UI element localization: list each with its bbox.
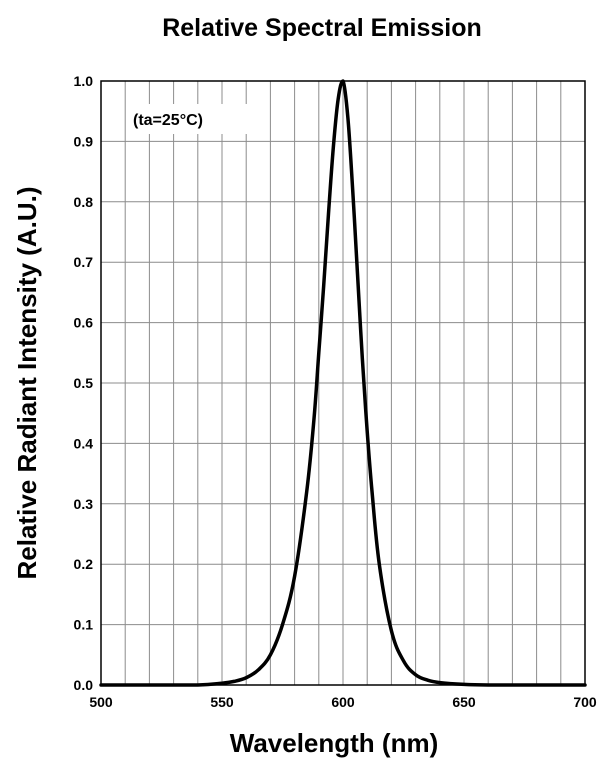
plot-grid [100,80,586,686]
series-group [99,79,587,687]
y-tick-label: 0.2 [74,556,94,572]
temperature-annotation: (ta=25°C) [133,112,203,129]
annotation-bg [126,104,254,134]
y-tick-label: 0.1 [74,617,94,633]
x-tick-label: 550 [210,694,234,710]
y-tick-label: 0.5 [74,375,94,391]
y-tick-label: 0.6 [74,315,94,331]
y-tick-labels: 0.0 0.1 0.2 0.3 0.4 0.5 0.6 0.7 0.8 0.9 1.0 [74,73,94,693]
x-tick-labels: 500 550 600 650 700 [89,694,597,710]
x-tick-label: 500 [89,694,113,710]
x-axis-label: Wavelength (nm) [230,728,438,758]
plot-frame [100,80,586,686]
y-tick-label: 0.0 [74,677,94,693]
y-tick-label: 0.7 [74,254,94,270]
y-axis-label: Relative Radiant Intensity (A.U.) [12,187,42,580]
y-tick-label: 0.3 [74,496,94,512]
emission-curve [99,79,587,687]
x-tick-label: 600 [331,694,355,710]
y-tick-label: 0.8 [74,194,94,210]
y-tick-label: 1.0 [74,73,94,89]
x-tick-label: 650 [452,694,476,710]
y-tick-label: 0.9 [74,133,94,149]
chart-title: Relative Spectral Emission [162,14,482,42]
y-tick-label: 0.4 [74,435,94,451]
x-tick-label: 700 [573,694,597,710]
